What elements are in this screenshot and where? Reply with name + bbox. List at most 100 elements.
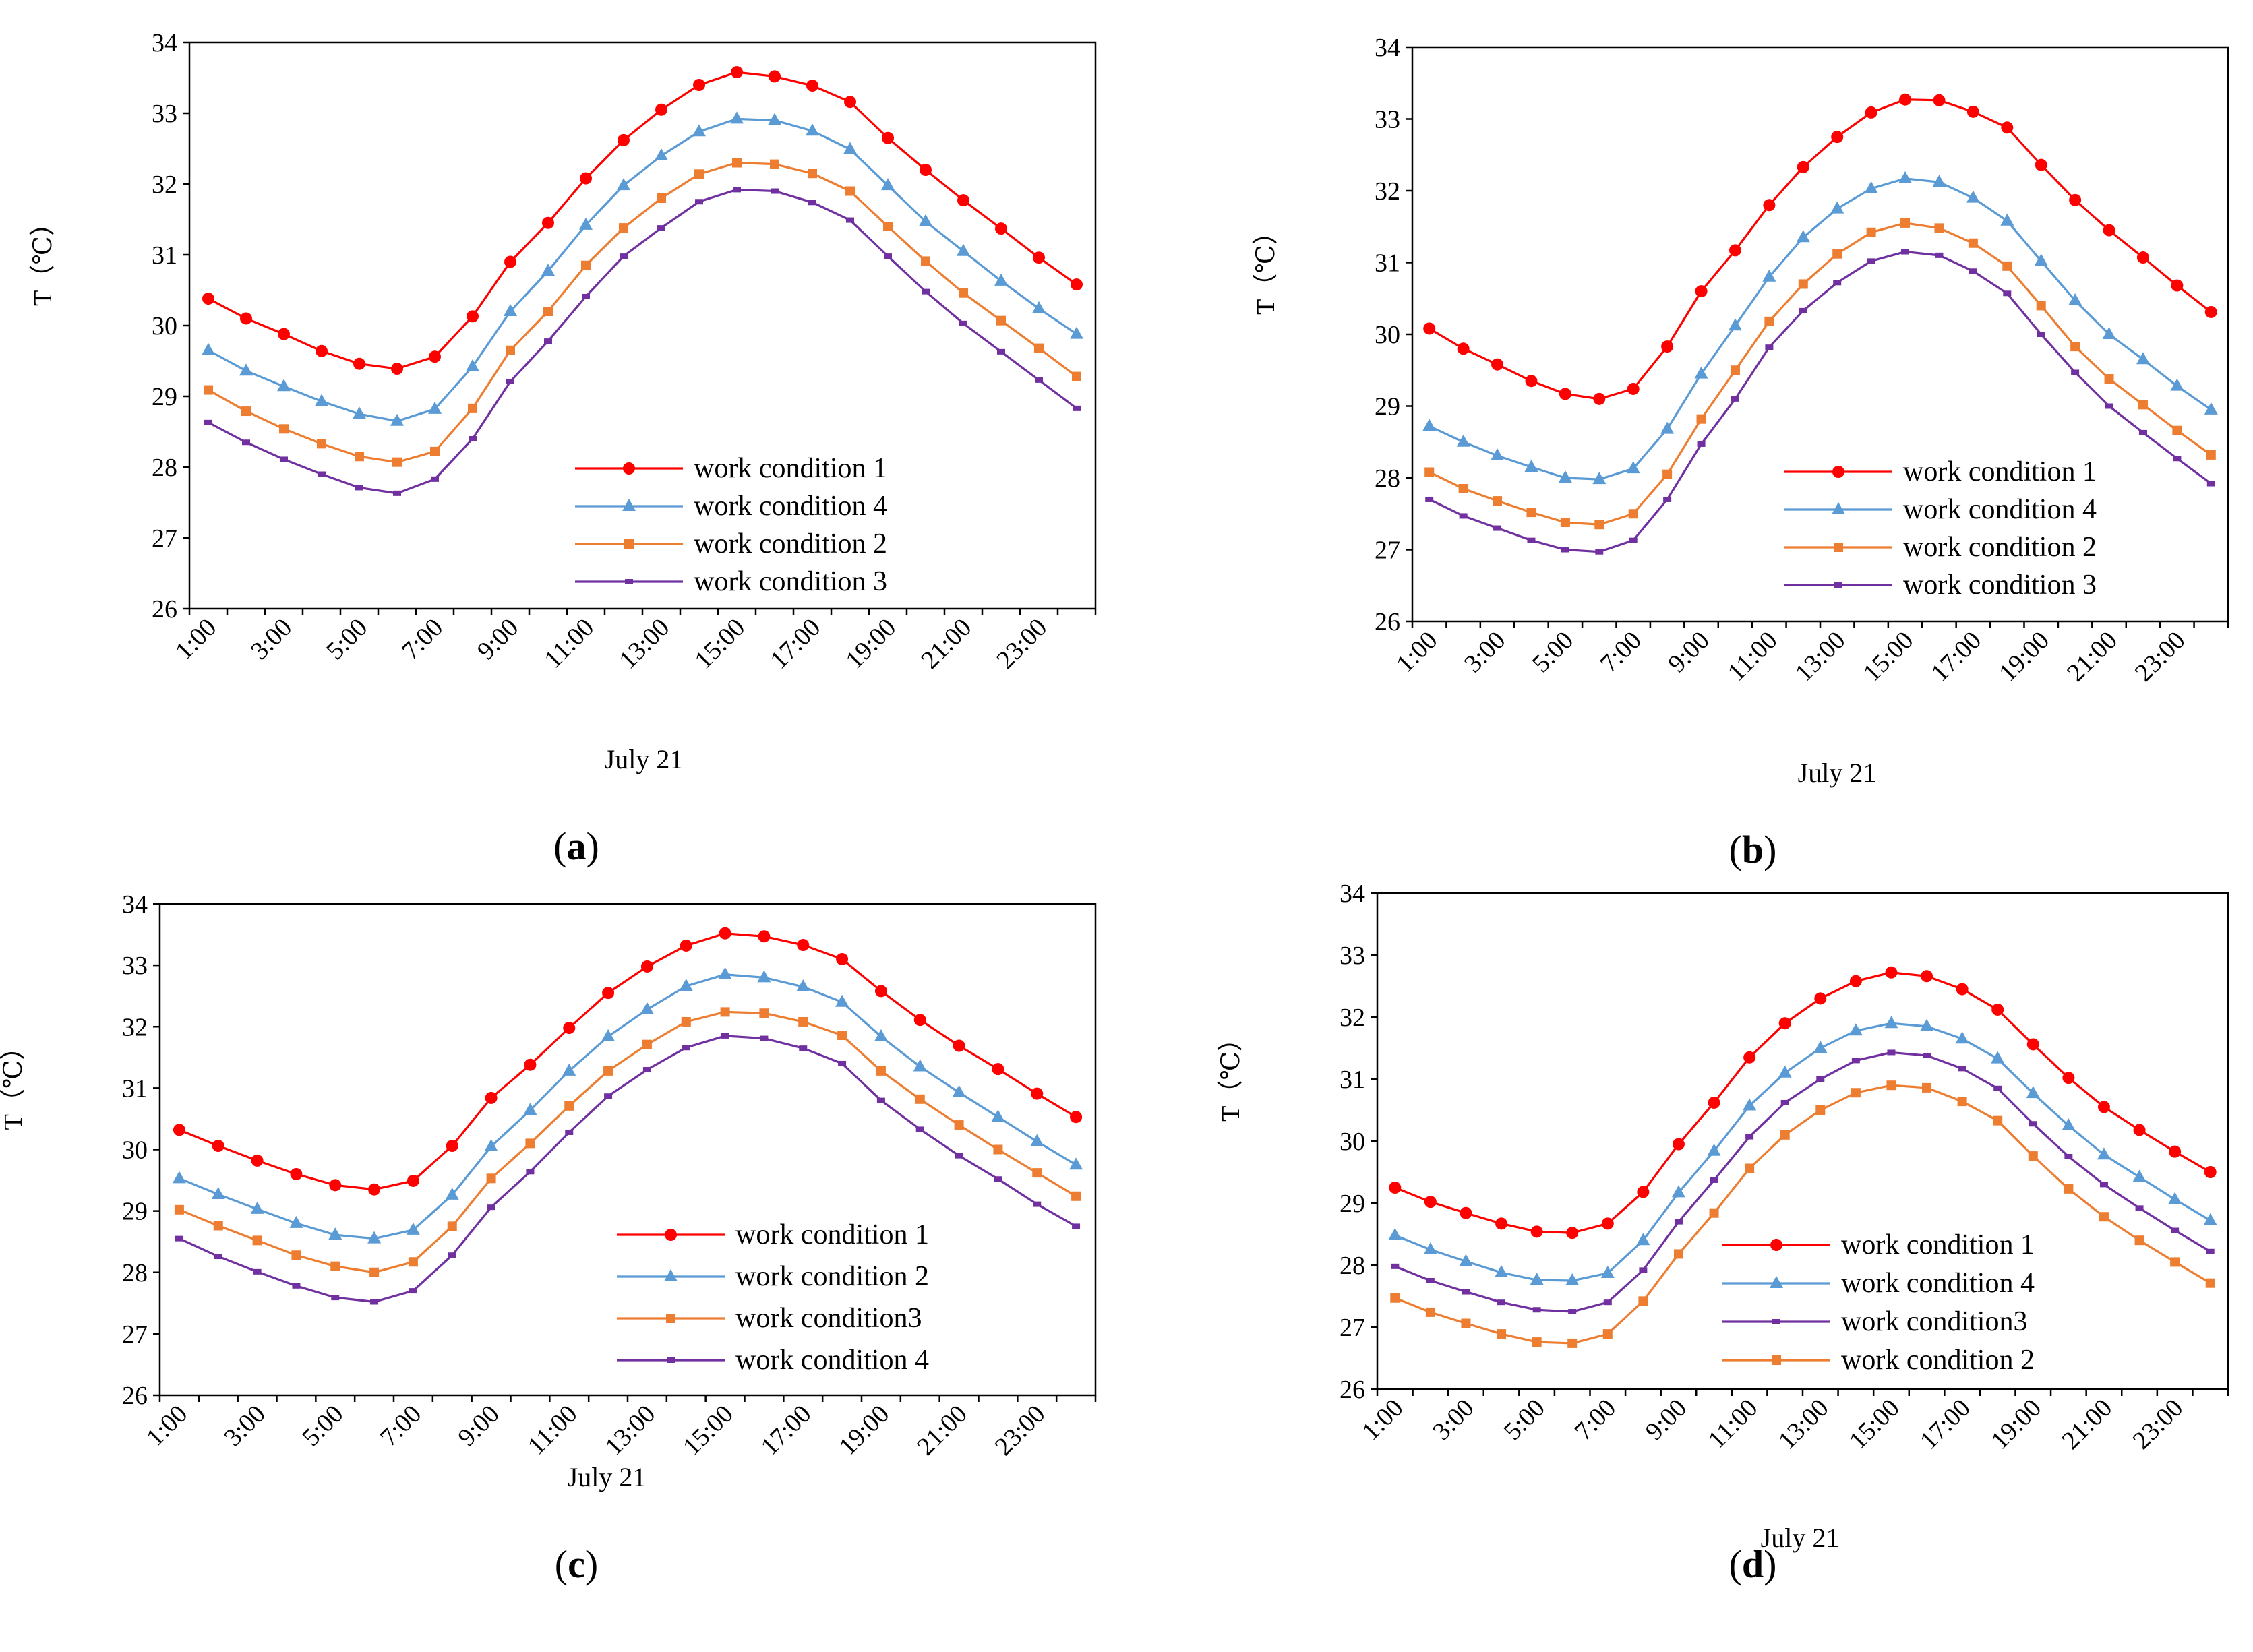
x-tick-label: 15:00	[689, 613, 750, 675]
y-tick-label: 31	[152, 241, 177, 270]
x-tick-label: 15:00	[678, 1400, 739, 1461]
data-point	[1602, 1329, 1613, 1339]
data-point	[1696, 414, 1706, 424]
data-point	[368, 1183, 381, 1196]
data-point	[913, 1059, 927, 1072]
x-tick-label: 1:00	[170, 613, 222, 665]
data-point	[1660, 421, 1675, 434]
data-point	[957, 243, 970, 256]
data-point	[1524, 460, 1538, 472]
data-point	[2205, 1278, 2215, 1288]
data-point	[876, 1097, 885, 1103]
data-point	[1867, 258, 1875, 264]
data-point	[2097, 1147, 2111, 1160]
data-point	[214, 1254, 222, 1260]
data-point	[955, 1153, 963, 1159]
legend-marker	[1772, 1319, 1780, 1324]
legend-label: work condition 4	[735, 1345, 929, 1376]
data-point	[991, 1109, 1005, 1122]
y-tick-label: 33	[1375, 106, 1400, 134]
data-point	[1730, 365, 1740, 375]
data-point	[1923, 1053, 1931, 1059]
y-tick-label: 28	[1340, 1252, 1365, 1280]
data-point	[1493, 496, 1503, 506]
legend-marker	[666, 1314, 675, 1323]
legend-item: work condition 3	[1784, 570, 2097, 601]
data-point	[202, 342, 215, 355]
data-point	[290, 1167, 303, 1180]
data-point	[2204, 1166, 2217, 1178]
data-point	[1070, 326, 1083, 339]
data-point	[806, 123, 819, 136]
data-point	[1899, 93, 1912, 106]
data-point	[1663, 496, 1672, 502]
legend-label: work condition 1	[694, 453, 887, 484]
data-point	[1567, 1338, 1578, 1348]
data-point	[1034, 343, 1044, 353]
data-point	[2171, 1227, 2180, 1233]
data-point	[921, 256, 930, 266]
series-line	[1429, 177, 2212, 481]
data-point	[757, 970, 771, 983]
data-point	[445, 1187, 459, 1200]
data-point	[1389, 1182, 1402, 1194]
legend-marker	[623, 462, 635, 475]
data-point	[952, 1084, 966, 1097]
data-point	[1743, 1051, 1756, 1064]
data-point	[2135, 1205, 2144, 1211]
data-point	[467, 310, 479, 323]
data-point	[1707, 1143, 1721, 1156]
x-tick-label: 21:00	[911, 1400, 973, 1461]
data-point	[1780, 1099, 1789, 1105]
legend-marker	[625, 579, 633, 584]
data-point	[1030, 1134, 1044, 1146]
y-tick-label: 28	[122, 1259, 148, 1287]
data-point	[1390, 1293, 1400, 1303]
legend-item: work condition 3	[575, 566, 887, 597]
data-point	[1921, 970, 1933, 983]
data-point	[2028, 1151, 2038, 1161]
x-tick-label: 23:00	[991, 613, 1052, 675]
caption-paren-open: (	[555, 1542, 568, 1586]
data-point	[582, 293, 590, 299]
data-point	[1672, 1138, 1685, 1151]
data-point	[506, 378, 514, 384]
data-point	[447, 1221, 457, 1231]
data-point	[796, 979, 810, 992]
data-point	[1422, 419, 1437, 431]
legend-item: work condition 2	[575, 528, 887, 559]
data-point	[798, 1016, 808, 1027]
legend-item: work condition 1	[1722, 1229, 2035, 1260]
data-point	[1627, 382, 1640, 395]
data-point	[506, 345, 515, 355]
data-point	[874, 1029, 888, 1041]
y-tick-label: 27	[122, 1320, 148, 1349]
series-line	[179, 1010, 1077, 1274]
data-point	[253, 1268, 262, 1275]
x-tick-label: 5:00	[321, 613, 373, 665]
data-point	[564, 1101, 574, 1111]
data-point	[1957, 1097, 1967, 1107]
legend-label: work condition 2	[735, 1261, 929, 1292]
data-point	[759, 1008, 769, 1018]
data-point	[680, 939, 692, 952]
data-point	[768, 113, 781, 125]
legend-marker	[667, 1357, 675, 1363]
data-point	[1884, 1016, 1898, 1029]
x-tick-label: 21:00	[915, 613, 977, 675]
data-point	[799, 1045, 808, 1051]
data-point	[1851, 1088, 1861, 1098]
caption-paren-close: )	[585, 1542, 598, 1586]
data-point	[1497, 1329, 1507, 1339]
data-point	[1832, 249, 1842, 259]
data-point	[679, 979, 693, 991]
data-point	[448, 1252, 456, 1258]
y-tick-label: 28	[1375, 464, 1400, 493]
data-point	[1526, 508, 1536, 518]
y-tick-label: 29	[122, 1198, 148, 1226]
y-tick-label: 28	[152, 454, 177, 482]
data-point	[504, 304, 517, 316]
series-line	[1394, 971, 2211, 1234]
data-point	[1991, 1003, 2004, 1016]
data-point	[2070, 342, 2080, 352]
